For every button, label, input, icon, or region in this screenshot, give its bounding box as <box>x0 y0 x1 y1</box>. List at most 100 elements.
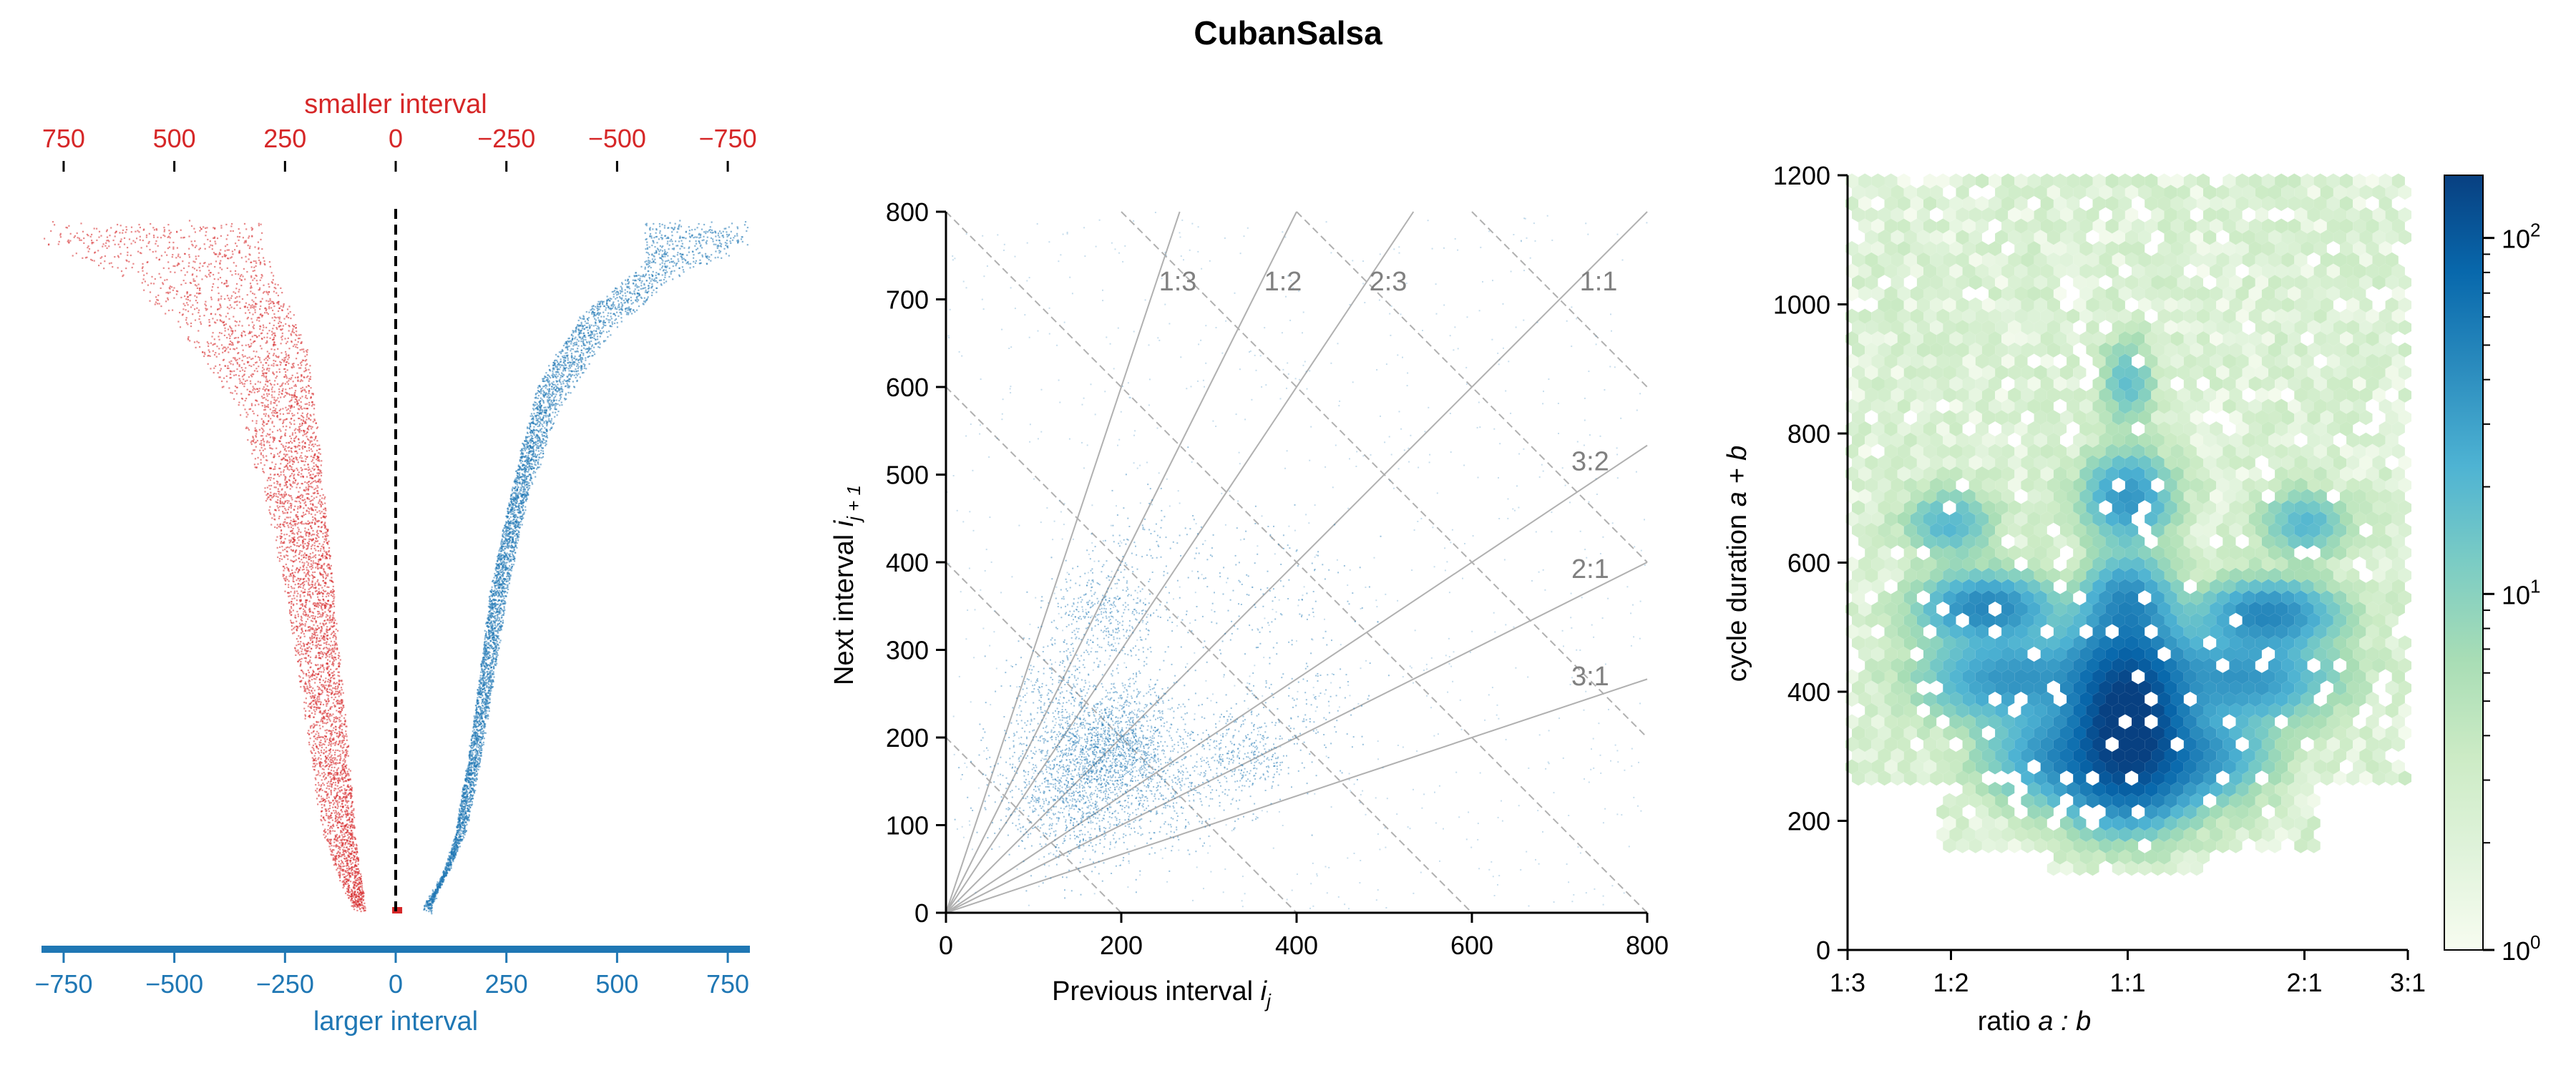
interval-point <box>311 611 313 613</box>
interval-point <box>336 648 338 651</box>
interval-point <box>293 597 296 599</box>
interval-point <box>260 361 262 363</box>
interval-point <box>162 267 165 269</box>
interval-point <box>297 537 299 539</box>
interval-point <box>332 614 334 616</box>
interval-point <box>324 709 326 711</box>
interval-point <box>342 793 344 795</box>
interval-point <box>157 299 159 301</box>
interval-point <box>281 393 283 395</box>
interval-point <box>211 289 213 291</box>
interval-point <box>341 740 343 742</box>
interval-point <box>310 628 312 630</box>
interval-point <box>258 366 260 368</box>
interval-point <box>296 352 298 355</box>
interval-point <box>300 619 302 621</box>
interval-point <box>312 572 314 574</box>
interval-point <box>314 454 316 456</box>
interval-point <box>316 724 318 726</box>
interval-point <box>316 506 318 509</box>
interval-point <box>169 237 171 239</box>
interval-point <box>248 324 250 326</box>
interval-point <box>313 456 315 459</box>
interval-point <box>351 788 353 790</box>
interval-point <box>289 421 291 423</box>
interval-point <box>307 618 309 620</box>
interval-point <box>333 757 335 759</box>
interval-point <box>313 637 315 639</box>
interval-point <box>276 383 279 385</box>
interval-point <box>86 256 88 258</box>
interval-point <box>264 390 266 392</box>
interval-point <box>255 436 258 438</box>
interval-point <box>336 840 338 842</box>
interval-point <box>316 774 318 776</box>
interval-point <box>130 226 133 228</box>
interval-point <box>220 295 223 298</box>
interval-point <box>335 729 337 731</box>
interval-point <box>342 851 344 853</box>
interval-point <box>329 606 331 608</box>
interval-point <box>289 435 291 437</box>
interval-point <box>285 445 287 448</box>
interval-point <box>360 897 362 899</box>
interval-point <box>245 255 247 258</box>
interval-point <box>313 748 315 750</box>
interval-point <box>328 846 331 848</box>
interval-point <box>213 252 215 254</box>
interval-point <box>330 589 332 592</box>
interval-point <box>265 378 268 381</box>
interval-point <box>318 696 321 698</box>
interval-point <box>316 721 318 723</box>
interval-point <box>215 242 217 245</box>
interval-point <box>244 334 246 336</box>
interval-point <box>321 488 323 490</box>
interval-point <box>259 314 261 316</box>
interval-point <box>318 670 321 672</box>
interval-point <box>340 831 342 833</box>
interval-point <box>268 379 270 381</box>
interval-point <box>337 671 339 673</box>
interval-point <box>340 687 343 689</box>
interval-point <box>205 308 207 310</box>
interval-point <box>216 237 219 240</box>
interval-point <box>192 260 195 263</box>
interval-point <box>311 674 313 676</box>
interval-point <box>326 652 328 654</box>
interval-point <box>289 595 291 597</box>
interval-point <box>227 234 229 236</box>
interval-point <box>220 227 223 229</box>
interval-point <box>286 521 288 524</box>
interval-point <box>318 733 320 735</box>
interval-point <box>303 430 305 432</box>
interval-point <box>328 738 331 740</box>
interval-point <box>323 760 326 762</box>
interval-point <box>346 780 348 783</box>
interval-point <box>329 751 331 753</box>
interval-point <box>347 826 349 828</box>
interval-point <box>324 836 326 839</box>
interval-point <box>318 584 321 586</box>
interval-point <box>293 414 296 416</box>
interval-point <box>156 303 159 305</box>
interval-point <box>353 874 356 876</box>
interval-point <box>326 638 328 640</box>
interval-point <box>221 386 223 388</box>
interval-point <box>310 476 313 479</box>
interval-point <box>296 401 298 403</box>
interval-point <box>293 366 295 368</box>
interval-point <box>325 831 327 833</box>
interval-point <box>328 557 331 559</box>
interval-point <box>282 388 284 390</box>
interval-point <box>293 590 296 592</box>
interval-point <box>223 386 225 388</box>
interval-point <box>229 337 231 340</box>
interval-point <box>225 245 227 248</box>
interval-point <box>340 830 342 832</box>
interval-point <box>254 458 256 460</box>
interval-point <box>270 453 272 455</box>
interval-point <box>309 727 312 729</box>
interval-point <box>326 629 328 631</box>
interval-point <box>330 793 332 795</box>
interval-point <box>318 559 320 561</box>
